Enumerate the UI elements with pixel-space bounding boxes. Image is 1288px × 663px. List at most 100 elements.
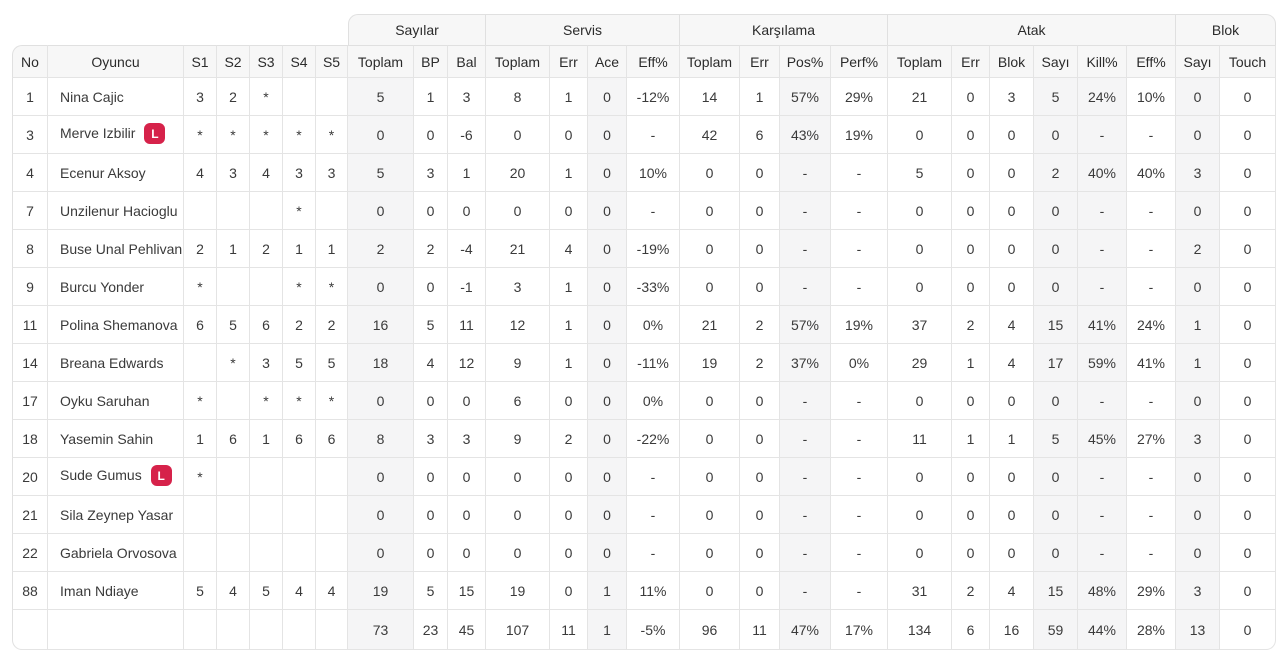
cell-set bbox=[283, 496, 316, 534]
stat-cell: 0 bbox=[680, 496, 740, 534]
stat-cell: 0 bbox=[1220, 458, 1276, 496]
cell-set bbox=[316, 534, 348, 572]
stat-cell: 3 bbox=[414, 420, 448, 458]
stat-cell: 0 bbox=[740, 192, 780, 230]
cell-set: 3 bbox=[184, 78, 217, 116]
stat-cell: 0 bbox=[486, 116, 550, 154]
stat-cell: 0 bbox=[1220, 382, 1276, 420]
cell-set: * bbox=[217, 116, 250, 154]
stat-cell: 0 bbox=[952, 154, 990, 192]
player-name: Buse Unal Pehlivan bbox=[60, 240, 183, 257]
cell-set: * bbox=[316, 268, 348, 306]
stat-cell: - bbox=[627, 496, 680, 534]
totals-stat-cell: 107 bbox=[486, 610, 550, 650]
stat-cell: 1 bbox=[414, 78, 448, 116]
stat-cell: 0 bbox=[486, 458, 550, 496]
player-name: Oyku Saruhan bbox=[60, 392, 150, 409]
cell-player: Gabriela Orvosova bbox=[48, 534, 184, 572]
stat-cell: - bbox=[780, 154, 831, 192]
stat-cell: 37 bbox=[888, 306, 952, 344]
stat-cell: 0 bbox=[952, 382, 990, 420]
totals-stat-cell: 16 bbox=[990, 610, 1034, 650]
libero-badge: L bbox=[144, 123, 166, 144]
stat-cell: 0 bbox=[680, 572, 740, 610]
stat-cell: 8 bbox=[486, 78, 550, 116]
stat-cell: 0 bbox=[680, 230, 740, 268]
col-header-attack-stat: Err bbox=[952, 45, 990, 78]
group-header-label: Karşılama bbox=[751, 22, 816, 38]
stat-cell: 1 bbox=[448, 154, 486, 192]
stat-cell: 2 bbox=[740, 306, 780, 344]
col-header-set: S2 bbox=[217, 45, 250, 78]
cell-set: 6 bbox=[316, 420, 348, 458]
stat-cell: 0 bbox=[1220, 496, 1276, 534]
stat-cell: 0 bbox=[888, 268, 952, 306]
stat-cell: 12 bbox=[486, 306, 550, 344]
col-header-reception-stat: Toplam bbox=[680, 45, 740, 78]
stat-cell: 59% bbox=[1078, 344, 1127, 382]
col-header-set: S5 bbox=[316, 45, 348, 78]
stat-cell: 2 bbox=[348, 230, 414, 268]
cell-set bbox=[316, 458, 348, 496]
stat-cell: 29% bbox=[1127, 572, 1176, 610]
stat-cell: 19 bbox=[486, 572, 550, 610]
col-header-attack-stat: Kill% bbox=[1078, 45, 1127, 78]
cell-set: * bbox=[217, 344, 250, 382]
stat-cell: 43% bbox=[780, 116, 831, 154]
cell-set: * bbox=[184, 458, 217, 496]
cell-no: 18 bbox=[12, 420, 48, 458]
stat-cell: 0 bbox=[740, 154, 780, 192]
group-header-block: Blok bbox=[1176, 15, 1275, 45]
stat-cell: 3 bbox=[486, 268, 550, 306]
cell-set bbox=[250, 458, 283, 496]
cell-set: * bbox=[283, 382, 316, 420]
stat-cell: - bbox=[831, 534, 888, 572]
totals-player-cell bbox=[48, 610, 184, 650]
stat-cell: 0% bbox=[831, 344, 888, 382]
stat-cell: 18 bbox=[348, 344, 414, 382]
stat-cell: 16 bbox=[348, 306, 414, 344]
stat-cell: 0 bbox=[348, 116, 414, 154]
cell-set: 1 bbox=[184, 420, 217, 458]
stat-cell: 0 bbox=[414, 534, 448, 572]
col-header-no: No bbox=[12, 45, 48, 78]
totals-stat-cell: 6 bbox=[952, 610, 990, 650]
totals-stat-cell: 11 bbox=[740, 610, 780, 650]
cell-set: 5 bbox=[217, 306, 250, 344]
stat-cell: -12% bbox=[627, 78, 680, 116]
stat-cell: - bbox=[1127, 192, 1176, 230]
stat-cell: 0 bbox=[952, 458, 990, 496]
cell-set: 5 bbox=[316, 344, 348, 382]
player-row: 88 Iman Ndiaye 5 4 5 4 4 19 5 15 19 0 1 11% 0 0- -31 2 4 15… bbox=[12, 572, 1276, 610]
stat-cell: 11% bbox=[627, 572, 680, 610]
stat-cell: 1 bbox=[952, 344, 990, 382]
cell-set bbox=[283, 534, 316, 572]
stat-cell: 1 bbox=[550, 78, 588, 116]
stat-cell: 1 bbox=[740, 78, 780, 116]
cell-set: * bbox=[250, 78, 283, 116]
cell-no: 17 bbox=[12, 382, 48, 420]
stat-cell: 0 bbox=[740, 458, 780, 496]
totals-stat-cell: 45 bbox=[448, 610, 486, 650]
stat-cell: 0 bbox=[680, 382, 740, 420]
cell-no: 4 bbox=[12, 154, 48, 192]
stat-cell: 0 bbox=[990, 116, 1034, 154]
stat-cell: 4 bbox=[414, 344, 448, 382]
stat-cell: 41% bbox=[1127, 344, 1176, 382]
cell-set: 4 bbox=[217, 572, 250, 610]
stat-cell: 1 bbox=[550, 268, 588, 306]
stat-cell: 0 bbox=[1220, 572, 1276, 610]
stat-cell: - bbox=[831, 268, 888, 306]
stat-cell: 0 bbox=[952, 496, 990, 534]
cell-set: * bbox=[184, 268, 217, 306]
stat-cell: 6 bbox=[740, 116, 780, 154]
stat-cell: 4 bbox=[990, 306, 1034, 344]
libero-badge: L bbox=[150, 465, 172, 486]
cell-set: 4 bbox=[184, 154, 217, 192]
stat-cell: 0 bbox=[990, 534, 1034, 572]
stat-cell: 17 bbox=[1034, 344, 1078, 382]
cell-set: 5 bbox=[283, 344, 316, 382]
stat-cell: 20 bbox=[486, 154, 550, 192]
stat-cell: 0 bbox=[550, 192, 588, 230]
stat-cell: 0 bbox=[952, 116, 990, 154]
